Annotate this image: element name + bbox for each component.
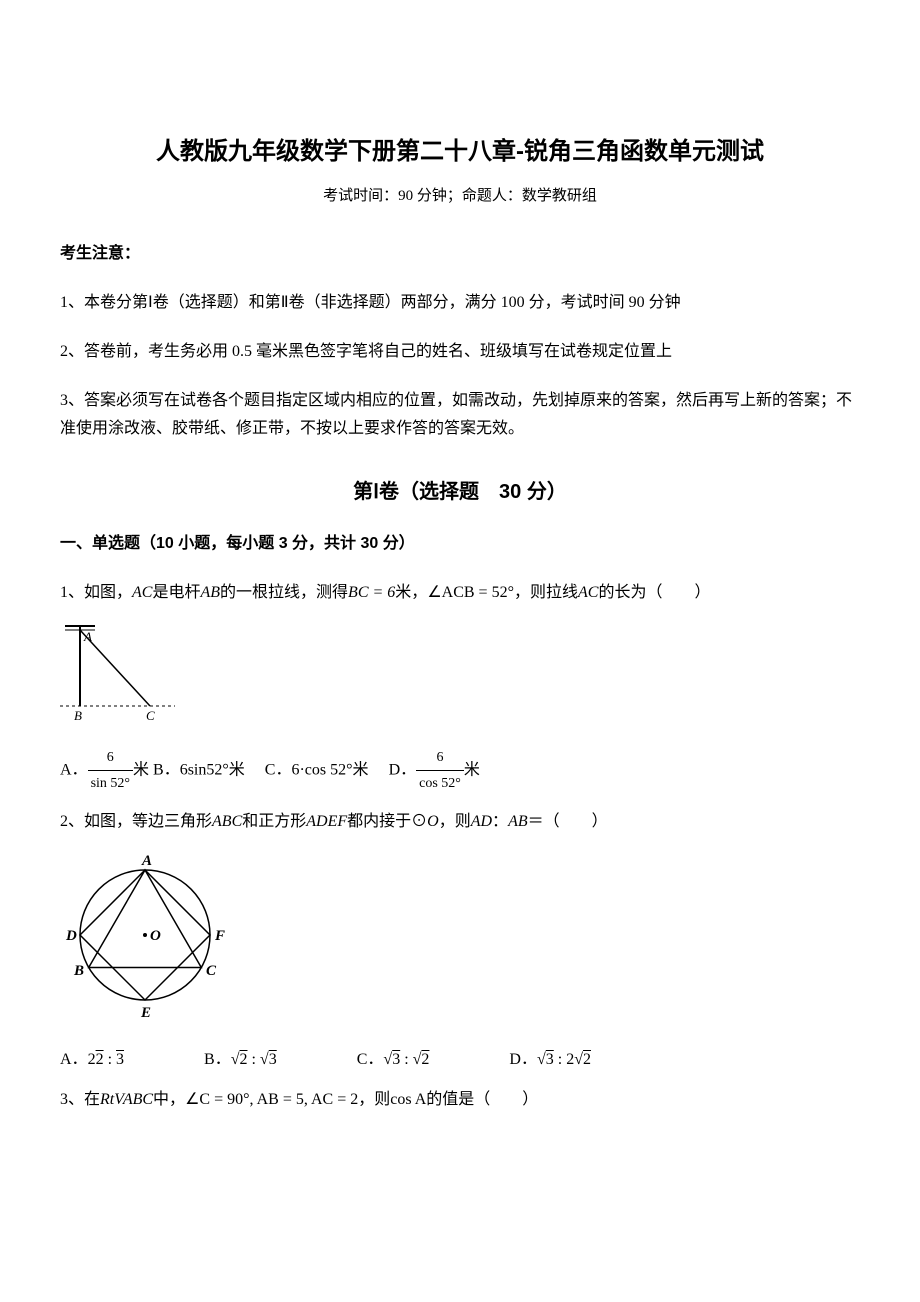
q2-options: A．22 : 3 B．√2 : √3 C．√3 : √2 D．√3 : 2√2 (60, 1046, 860, 1075)
q2-suffix: ＝（ ） (528, 813, 608, 830)
q1-t5: 的长为（ ） (598, 584, 710, 601)
instruction-3: 3、答案必须写在试卷各个题目指定区域内相应的位置，如需改动，先划掉原来的答案，然… (60, 387, 860, 445)
exam-title: 人教版九年级数学下册第二十八章-锐角三角函数单元测试 (60, 130, 860, 173)
fig2-label-e: E (140, 1005, 151, 1021)
q1-optC-suffix: 米 (353, 761, 369, 778)
q1-optA-frac: 6sin 52° (88, 745, 133, 796)
fig2-label-d: D (65, 928, 77, 944)
q1-optC-val: 6·cos 52° (291, 761, 352, 778)
q2-ab: AB (508, 813, 528, 830)
q1-bc: BC = 6 (348, 584, 395, 601)
q3-rt: RtVABC (100, 1091, 153, 1108)
fig2-label-f: F (214, 928, 225, 944)
q2-prefix: 2、如图，等边三角形 (60, 813, 212, 830)
fig2-label-c: C (206, 963, 217, 979)
q2-optD: D．√3 : 2√2 (509, 1046, 591, 1075)
q1-optD-frac: 6cos 52° (416, 745, 464, 796)
section1-heading: 一、单选题（10 小题，每小题 3 分，共计 30 分） (60, 530, 860, 559)
q3-text: 3、在RtVABC中，∠C = 90°, AB = 5, AC = 2，则cos… (60, 1086, 860, 1115)
q2-optA-val: 22 : 3 (88, 1051, 124, 1068)
q2-t1: 和正方形 (242, 813, 306, 830)
q2-optD-val: √3 : 2√2 (537, 1051, 591, 1068)
q2-optB-label: B． (204, 1051, 231, 1068)
q1-t2: 的一根拉线，测得 (220, 584, 348, 601)
q2-abc: ABC (212, 813, 242, 830)
q1-text: 1、如图，AC是电杆AB的一根拉线，测得BC = 6米，∠ACB = 52°，则… (60, 579, 860, 608)
q1-optA-den: sin 52° (88, 771, 133, 796)
q3-t1: 中， (153, 1091, 185, 1108)
instruction-1: 1、本卷分第Ⅰ卷（选择题）和第Ⅱ卷（非选择题）两部分，满分 100 分，考试时间… (60, 289, 860, 318)
q2-ad: AD (471, 813, 492, 830)
q3-cond: ∠C = 90°, AB = 5, AC = 2 (185, 1091, 358, 1108)
q2-t2: 都内接于⊙ (347, 813, 427, 830)
q2-colon: ： (492, 813, 508, 830)
q1-optA-num: 6 (88, 745, 133, 771)
q1-optA-label: A． (60, 761, 88, 778)
fig1-label-c: C (146, 708, 155, 723)
q2-adef: ADEF (306, 813, 347, 830)
question-1: 1、如图，AC是电杆AB的一根拉线，测得BC = 6米，∠ACB = 52°，则… (60, 579, 860, 796)
q2-optA-label: A． (60, 1051, 88, 1068)
q2-optB-val: √2 : √3 (231, 1051, 277, 1068)
q3-suffix: 的值是（ ） (426, 1091, 538, 1108)
q1-t3: 米， (395, 584, 427, 601)
q2-optC-val: √3 : √2 (383, 1051, 429, 1068)
fig2-label-a: A (141, 853, 152, 869)
part1-title: 第Ⅰ卷（选择题 30 分） (60, 474, 860, 510)
q1-ac: AC (132, 584, 152, 601)
instruction-2: 2、答卷前，考生务必用 0.5 毫米黑色签字笔将自己的姓名、班级填写在试卷规定位… (60, 338, 860, 367)
q2-optC-label: C． (357, 1051, 384, 1068)
q3-cosa: cos A (390, 1091, 426, 1108)
q2-t3: ，则 (439, 813, 471, 830)
q2-optA: A．22 : 3 (60, 1046, 124, 1075)
q1-optD-suffix: 米 (464, 761, 480, 778)
question-3: 3、在RtVABC中，∠C = 90°, AB = 5, AC = 2，则cos… (60, 1086, 860, 1115)
q2-text: 2、如图，等边三角形ABC和正方形ADEF都内接于⊙O，则AD：AB＝（ ） (60, 808, 860, 837)
q2-optD-label: D． (509, 1051, 537, 1068)
q1-prefix: 1、如图， (60, 584, 132, 601)
fig2-label-o: O (150, 928, 161, 944)
exam-subtitle: 考试时间：90 分钟；命题人：数学教研组 (60, 183, 860, 210)
q1-optD-label: D． (389, 761, 417, 778)
q1-figure: A B C (60, 616, 860, 737)
question-2: 2、如图，等边三角形ABC和正方形ADEF都内接于⊙O，则AD：AB＝（ ） A… (60, 808, 860, 1074)
q1-optD-num: 6 (416, 745, 464, 771)
q2-optB: B．√2 : √3 (204, 1046, 277, 1075)
q1-ac2: AC (578, 584, 598, 601)
q1-optD-den: cos 52° (416, 771, 464, 796)
q3-t2: ，则 (358, 1091, 390, 1108)
q1-t4: ，则拉线 (514, 584, 578, 601)
q2-o: O (427, 813, 439, 830)
fig1-label-a: A (83, 629, 92, 644)
q2-optC: C．√3 : √2 (357, 1046, 430, 1075)
q1-ab: AB (200, 584, 220, 601)
q1-angle: ∠ACB = 52° (427, 584, 514, 601)
q1-optB: B．6sin52°米 (153, 761, 245, 778)
fig2-label-b: B (73, 963, 84, 979)
fig1-label-b: B (74, 708, 82, 723)
q1-options: A．6sin 52°米 B．6sin52°米 C．6·cos 52°米 D．6c… (60, 745, 860, 796)
notice-heading: 考生注意： (60, 240, 860, 269)
q1-optA-suffix: 米 (133, 761, 149, 778)
q2-figure: A D F B C E O (60, 845, 860, 1036)
q1-t1: 是电杆 (152, 584, 200, 601)
q1-optC-label: C． (265, 761, 292, 778)
q3-prefix: 3、在 (60, 1091, 100, 1108)
